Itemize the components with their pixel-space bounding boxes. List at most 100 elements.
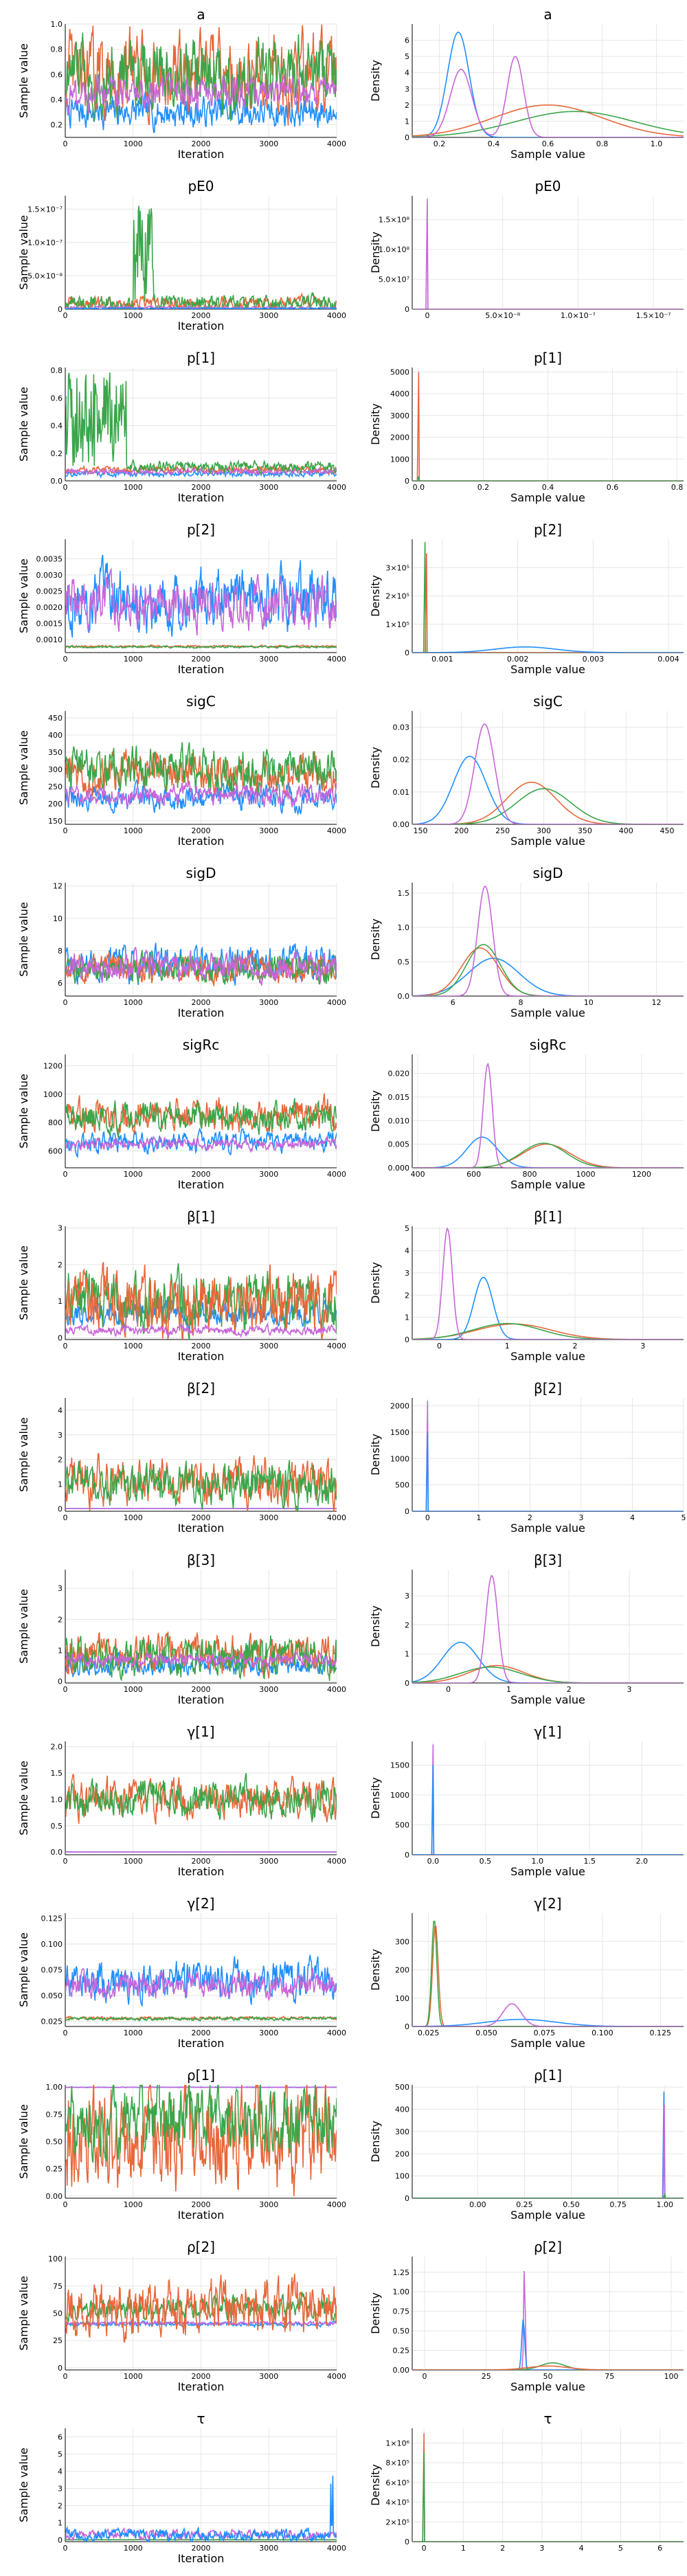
y-tick-label: 0 [405,133,409,142]
x-axis-label: Iteration [178,1178,225,1191]
plot-area [65,1262,337,1340]
y-tick-label: 0.0025 [36,587,63,596]
y-tick-label: 0.0 [51,1848,63,1857]
density-curve [412,199,684,309]
y-axis-label: Sample value [17,1589,30,1664]
plot-area [412,1920,684,2026]
trace-line [65,466,337,477]
panel-title: ρ[2] [534,2239,562,2255]
x-axis-label: Sample value [510,1350,585,1363]
panel-title: sigRc [183,1037,220,1053]
x-tick-label: 3 [627,1685,632,1694]
panel-density-12: ρ[1] 0.00 0.25 0.50 0.75 1.00 0 100 200 300 400 500… [369,2067,684,2222]
y-tick-label: 3 [405,1269,409,1278]
y-tick-label: 0.75 [393,2307,410,2316]
plot-area [412,885,684,996]
panel-title: pE0 [534,178,561,194]
x-tick-label: 0.025 [418,2029,440,2037]
x-axis-label: Sample value [510,2380,585,2393]
y-tick-label: 2 [58,1261,63,1269]
y-axis-label: Density [369,2121,382,2162]
x-tick-label: 0 [446,1685,451,1694]
y-tick-label: 100 [395,1994,409,2003]
trace-line [65,1967,337,2002]
y-tick-label: 0.2 [51,121,63,130]
density-curve [412,1143,684,1168]
x-tick-label: 0 [63,2200,68,2209]
y-tick-label: 1.0 [51,1795,63,1804]
y-axis-label: Sample value [17,2276,30,2351]
y-tick-label: 1.0×10⁻⁷ [27,238,63,247]
x-tick-label: 3000 [259,139,278,148]
y-tick-label: 1 [405,1313,409,1322]
x-tick-label: 3000 [259,2200,278,2209]
trace-line [65,742,337,795]
panel-trace-8: β[2] 0 1000 2000 3000 4000 0 1 2 3 4 Iteration Sampl… [17,1380,346,1535]
panel-title: β[2] [534,1380,562,1397]
y-tick-label: 6 [405,36,409,45]
plot-area [65,1954,337,2022]
x-axis-label: Iteration [178,2552,225,2565]
panel-title: ρ[1] [534,2067,562,2083]
y-tick-label: 0.125 [41,1914,63,1923]
x-tick-label: 0.75 [609,2200,627,2209]
density-curve [412,542,684,653]
y-tick-label: 5.0×10⁷ [379,275,409,284]
x-tick-label: 3 [539,2544,544,2553]
y-tick-label: 0 [58,1333,63,1342]
y-tick-label: 300 [395,2127,409,2136]
x-tick-label: 1.0 [651,139,663,148]
density-curve [412,958,684,996]
density-curve [412,2091,684,2198]
x-tick-label: 2000 [192,2029,211,2037]
x-axis-label: Sample value [510,663,585,676]
y-axis-label: Sample value [17,1074,30,1149]
y-tick-label: 2000 [390,433,409,442]
y-axis-label: Density [369,1605,382,1647]
y-tick-label: 0.6 [51,70,63,79]
trace-line [65,779,337,816]
density-curve [412,788,684,824]
density-curve [412,756,684,824]
y-tick-label: 400 [48,731,63,740]
x-tick-label: 0 [425,1513,430,1522]
x-axis-label: Sample value [510,148,585,161]
y-axis-label: Sample value [17,1417,30,1492]
trace-line [65,645,337,649]
y-tick-label: 0.0010 [36,635,63,644]
plot-area [65,2085,337,2196]
y-tick-label: 0.0 [398,992,410,1001]
x-tick-label: 0.125 [649,2029,671,2037]
x-axis-label: Iteration [178,2380,225,2393]
y-tick-label: 0.010 [388,1116,410,1125]
y-tick-label: 0 [405,648,409,657]
y-tick-label: 8 [58,947,63,956]
plot-area [412,2433,684,2542]
y-tick-label: 0 [405,305,409,314]
trace-line [65,91,337,133]
x-tick-label: 2000 [192,2544,211,2553]
y-tick-label: 0.00 [393,2366,410,2375]
x-tick-label: 4000 [327,2372,346,2381]
y-tick-label: 500 [395,1481,409,1490]
x-tick-label: 2000 [192,2372,211,2381]
x-axis-label: Iteration [178,1693,225,1706]
x-tick-label: 1 [476,1513,481,1522]
density-curve [412,885,684,996]
x-axis-label: Iteration [178,1006,225,1019]
y-axis-label: Sample value [17,730,30,805]
plot-area [412,1062,684,1168]
x-axis-label: Sample value [510,835,585,848]
y-tick-label: 10 [53,914,63,923]
density-curve [412,2365,684,2370]
x-tick-label: 4000 [327,311,346,320]
y-tick-label: 5 [58,2450,63,2459]
y-tick-label: 3 [58,1584,63,1593]
x-tick-label: 6 [451,998,455,1007]
y-tick-label: 1 [58,1297,63,1306]
y-tick-label: 800 [48,1118,63,1127]
plot-area [65,2273,337,2342]
x-tick-label: 0.50 [563,2200,580,2209]
x-tick-label: 1000 [576,1170,595,1179]
y-axis-label: Sample value [17,902,30,977]
